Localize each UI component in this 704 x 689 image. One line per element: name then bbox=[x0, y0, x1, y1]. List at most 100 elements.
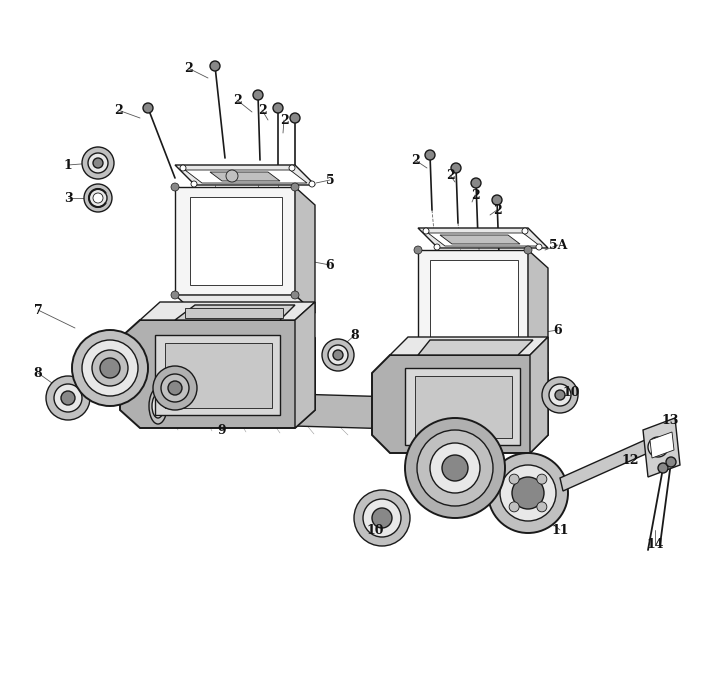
Circle shape bbox=[100, 358, 120, 378]
Polygon shape bbox=[158, 390, 430, 430]
Polygon shape bbox=[185, 170, 307, 183]
Polygon shape bbox=[175, 187, 295, 295]
Text: 6: 6 bbox=[326, 258, 334, 271]
Circle shape bbox=[291, 291, 299, 299]
Circle shape bbox=[522, 228, 528, 234]
Text: 13: 13 bbox=[661, 413, 679, 426]
Polygon shape bbox=[415, 376, 512, 438]
Circle shape bbox=[524, 351, 532, 359]
Circle shape bbox=[309, 181, 315, 187]
Circle shape bbox=[555, 390, 565, 400]
Text: 5A: 5A bbox=[549, 238, 567, 251]
Circle shape bbox=[537, 502, 547, 512]
Polygon shape bbox=[650, 432, 674, 458]
Text: 2: 2 bbox=[232, 94, 241, 107]
Polygon shape bbox=[528, 250, 548, 373]
Circle shape bbox=[333, 350, 343, 360]
Text: 2: 2 bbox=[493, 203, 501, 216]
Circle shape bbox=[171, 291, 179, 299]
Circle shape bbox=[524, 246, 532, 254]
Ellipse shape bbox=[424, 402, 436, 426]
Polygon shape bbox=[295, 187, 315, 313]
Text: 10: 10 bbox=[562, 387, 580, 400]
Circle shape bbox=[171, 183, 179, 191]
Circle shape bbox=[191, 181, 197, 187]
Text: 2: 2 bbox=[113, 103, 122, 116]
Circle shape bbox=[372, 508, 392, 528]
Circle shape bbox=[161, 374, 189, 402]
Circle shape bbox=[54, 384, 82, 412]
Circle shape bbox=[46, 376, 90, 420]
Circle shape bbox=[423, 228, 429, 234]
Circle shape bbox=[253, 90, 263, 100]
Circle shape bbox=[354, 490, 410, 546]
Circle shape bbox=[451, 163, 461, 173]
Text: 8: 8 bbox=[34, 367, 42, 380]
Circle shape bbox=[322, 339, 354, 371]
Circle shape bbox=[536, 244, 542, 250]
Circle shape bbox=[72, 330, 148, 406]
Polygon shape bbox=[140, 302, 315, 320]
Circle shape bbox=[84, 184, 112, 212]
Circle shape bbox=[82, 147, 114, 179]
Circle shape bbox=[180, 165, 186, 171]
Circle shape bbox=[509, 474, 519, 484]
Circle shape bbox=[89, 189, 107, 207]
Circle shape bbox=[488, 453, 568, 533]
Ellipse shape bbox=[152, 394, 164, 418]
Circle shape bbox=[648, 437, 668, 457]
Text: 2: 2 bbox=[410, 154, 420, 167]
Polygon shape bbox=[190, 197, 282, 285]
Polygon shape bbox=[530, 337, 548, 453]
Circle shape bbox=[291, 183, 299, 191]
Circle shape bbox=[414, 351, 422, 359]
Circle shape bbox=[88, 153, 108, 173]
Text: 11: 11 bbox=[551, 524, 569, 537]
Circle shape bbox=[82, 340, 138, 396]
Polygon shape bbox=[560, 440, 648, 491]
Circle shape bbox=[471, 178, 481, 188]
Circle shape bbox=[210, 61, 220, 71]
Polygon shape bbox=[295, 302, 315, 428]
Circle shape bbox=[537, 474, 547, 484]
Polygon shape bbox=[418, 228, 548, 248]
Circle shape bbox=[363, 499, 401, 537]
Circle shape bbox=[542, 377, 578, 413]
Ellipse shape bbox=[421, 396, 439, 432]
Text: 2: 2 bbox=[446, 169, 454, 181]
Circle shape bbox=[168, 381, 182, 395]
Circle shape bbox=[492, 195, 502, 205]
Polygon shape bbox=[418, 250, 528, 355]
Bar bbox=[185, 308, 283, 318]
Circle shape bbox=[273, 103, 283, 113]
Polygon shape bbox=[440, 235, 520, 244]
Polygon shape bbox=[210, 172, 280, 181]
Polygon shape bbox=[165, 343, 272, 408]
Polygon shape bbox=[390, 337, 548, 355]
Text: 1: 1 bbox=[63, 158, 73, 172]
Polygon shape bbox=[155, 335, 280, 415]
Circle shape bbox=[500, 465, 556, 521]
Circle shape bbox=[405, 418, 505, 518]
Text: 3: 3 bbox=[63, 192, 73, 205]
Polygon shape bbox=[428, 233, 540, 246]
Text: 2: 2 bbox=[258, 103, 266, 116]
Text: 14: 14 bbox=[646, 539, 664, 551]
Circle shape bbox=[289, 165, 295, 171]
Circle shape bbox=[93, 193, 103, 203]
Circle shape bbox=[414, 246, 422, 254]
Text: 5: 5 bbox=[326, 174, 334, 187]
Circle shape bbox=[417, 430, 493, 506]
Polygon shape bbox=[430, 260, 518, 345]
Circle shape bbox=[226, 170, 238, 182]
Text: 10: 10 bbox=[366, 524, 384, 537]
Circle shape bbox=[61, 391, 75, 405]
Circle shape bbox=[93, 158, 103, 168]
Text: 12: 12 bbox=[621, 453, 639, 466]
Text: 8: 8 bbox=[351, 329, 359, 342]
Polygon shape bbox=[120, 320, 315, 428]
Polygon shape bbox=[175, 295, 315, 313]
Circle shape bbox=[153, 366, 197, 410]
Polygon shape bbox=[418, 355, 548, 373]
Circle shape bbox=[509, 502, 519, 512]
